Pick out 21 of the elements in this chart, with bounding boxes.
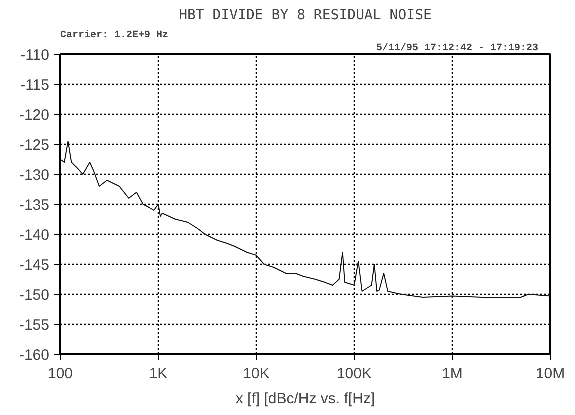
annotation: 5/11/95 17:12:42 - 17:19:23 [376, 42, 539, 54]
y-tick-label: -140 [19, 227, 50, 244]
x-tick-label: 10M [536, 366, 566, 382]
y-tick-label: -150 [19, 287, 50, 304]
y-tick-label: -120 [19, 107, 50, 124]
chart-title: HBT DIVIDE BY 8 RESIDUAL NOISE [179, 8, 432, 24]
x-axis-title: x [f] [dBc/Hz vs. f[Hz] [236, 390, 376, 408]
y-tick-label: -110 [20, 47, 50, 64]
y-tick-label: -115 [20, 77, 50, 94]
x-tick-label: 100K [336, 366, 372, 382]
y-tick-label: -155 [19, 317, 50, 334]
y-tick-label: -160 [19, 347, 50, 364]
y-tick-label: -145 [19, 257, 50, 274]
y-tick-label: -135 [19, 197, 50, 214]
y-tick-label: -130 [19, 167, 50, 184]
x-tick-label: 1K [149, 366, 168, 382]
x-tick-label: 10K [243, 366, 270, 382]
x-tick-label: 1M [442, 366, 463, 382]
chart-subtitle: Carrier: 1.2E+9 Hz [60, 30, 169, 42]
y-tick-label: -125 [19, 137, 50, 154]
x-tick-label: 100 [48, 366, 74, 382]
